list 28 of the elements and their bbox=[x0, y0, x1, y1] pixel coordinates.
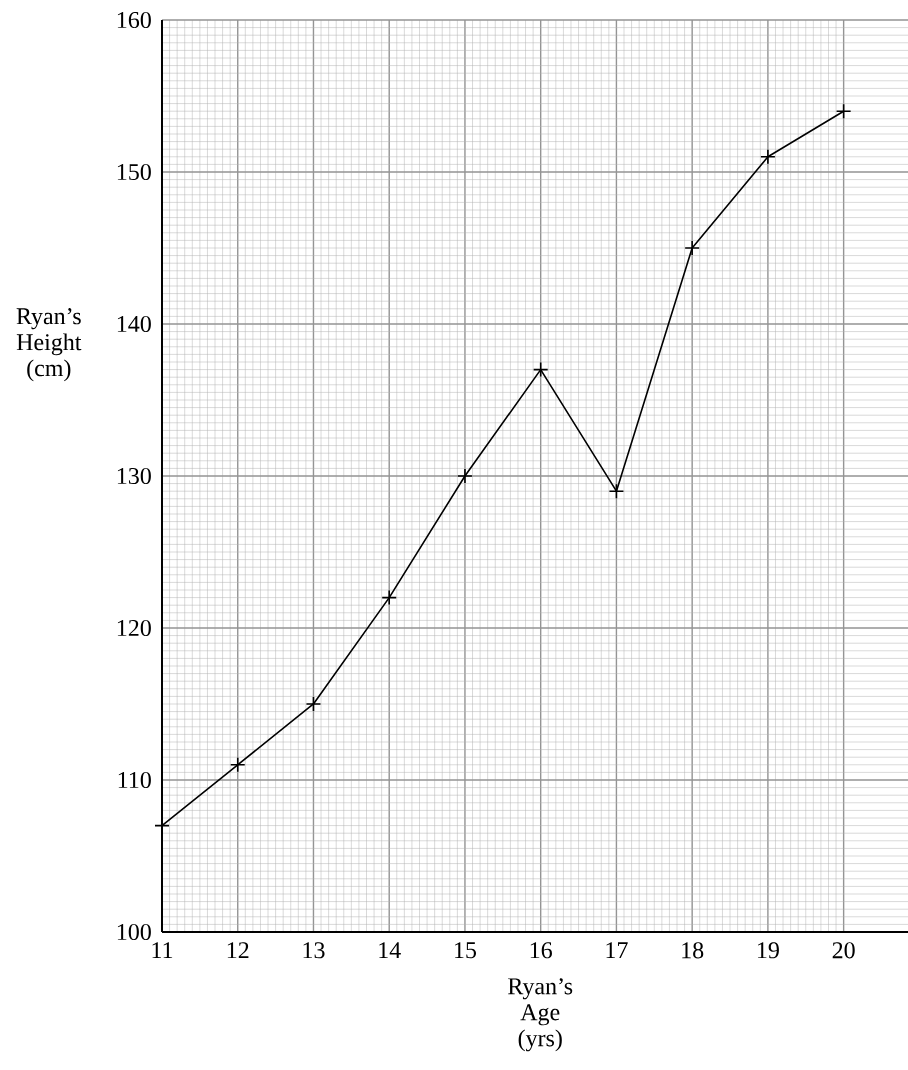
point bbox=[305, 696, 322, 712]
x-axis-title: Ryan’s Age (yrs) bbox=[508, 978, 573, 1052]
x-tick-label: 19 bbox=[758, 942, 779, 959]
y-tick-label: 160 bbox=[117, 11, 151, 29]
x-tick-label: 16 bbox=[530, 942, 552, 959]
point bbox=[608, 483, 625, 499]
x-tick-label: 17 bbox=[606, 942, 628, 959]
point bbox=[835, 103, 852, 119]
x-tick-label: 15 bbox=[455, 942, 477, 959]
x-tick-label: 14 bbox=[379, 942, 401, 959]
point bbox=[229, 756, 246, 773]
x-tick-label: 12 bbox=[227, 942, 249, 959]
x-tick-label: 18 bbox=[682, 942, 704, 959]
point bbox=[532, 361, 549, 378]
point bbox=[684, 240, 700, 256]
y-tick-label: 120 bbox=[117, 619, 151, 637]
y-tick-label: 150 bbox=[117, 163, 151, 181]
x-tick-label: 13 bbox=[303, 942, 325, 959]
y-tick-label: 140 bbox=[117, 315, 151, 333]
y-axis-title: Ryan’s Height (cm) bbox=[16, 308, 82, 382]
y-tick-label: 100 bbox=[117, 923, 151, 941]
y-tick-label: 110 bbox=[118, 771, 151, 789]
point bbox=[760, 148, 776, 165]
y-tick-label: 130 bbox=[117, 467, 151, 485]
x-tick-label: 20 bbox=[832, 942, 855, 959]
point bbox=[457, 468, 473, 484]
point bbox=[381, 589, 398, 606]
x-tick-label: 11 bbox=[152, 942, 173, 959]
